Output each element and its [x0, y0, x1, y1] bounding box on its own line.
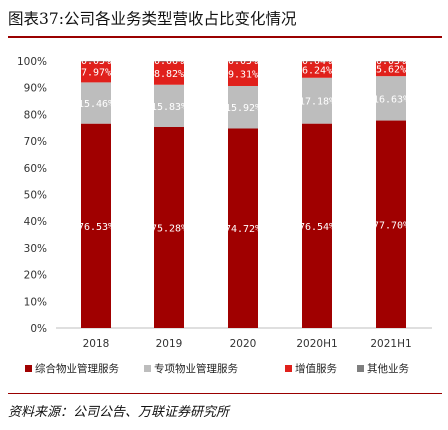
legend-swatch	[357, 365, 364, 372]
data-label: 0.03%	[376, 56, 406, 67]
x-tick-label: 2018	[83, 338, 110, 350]
data-label: 0.05%	[228, 56, 258, 67]
bar-segment	[376, 61, 406, 77]
data-label: 9.31%	[228, 70, 258, 81]
y-axis-ticks: 0% 10% 20% 30% 40% 50% 60% 70% 80% 90% 100%	[17, 56, 47, 335]
x-tick-label: 2019	[156, 338, 183, 350]
bar-segment	[81, 61, 111, 83]
bar-segment	[81, 60, 111, 62]
bar-segment	[376, 76, 406, 121]
y-tick-label: 0%	[30, 323, 47, 335]
data-label: 0.05%	[81, 56, 111, 67]
bar-segment	[154, 61, 184, 62]
data-label: 5.62%	[376, 65, 406, 76]
y-tick-label: 40%	[24, 216, 47, 228]
y-tick-label: 90%	[24, 83, 47, 95]
bar-segment	[154, 61, 184, 85]
data-label: 8.82%	[154, 69, 184, 80]
data-label: 74.72%	[225, 224, 261, 235]
y-tick-label: 80%	[24, 109, 47, 121]
bar-segment	[376, 120, 406, 328]
bars: 76.53%15.46%7.97%0.05%75.28%15.83%8.82%0…	[78, 56, 409, 328]
y-tick-label: 30%	[24, 243, 47, 255]
data-label: 15.92%	[225, 103, 261, 114]
legend-label: 专项物业管理服务	[154, 362, 238, 375]
x-tick-label: 2020	[230, 338, 257, 350]
data-label: 76.53%	[78, 222, 114, 233]
legend-swatch	[285, 365, 292, 372]
x-tick-label: 2021H1	[370, 338, 411, 350]
data-label: 17.18%	[299, 97, 335, 108]
bar-segment	[228, 128, 258, 328]
legend-label: 综合物业管理服务	[35, 362, 119, 375]
source-note: 资料来源：公司公告、万联证券研究所	[8, 405, 230, 420]
chart-title: 图表37:公司各业务类型营收占比变化情况	[8, 10, 297, 28]
bar-segment	[228, 61, 258, 62]
x-tick-label: 2020H1	[296, 338, 337, 350]
bar-segment	[302, 123, 332, 328]
data-label: 15.46%	[78, 99, 114, 110]
legend-swatch	[25, 365, 32, 372]
bar-segment	[376, 61, 406, 62]
stacked-bar-chart: 0% 10% 20% 30% 40% 50% 60% 70% 80% 90% 100% 76.53%…	[17, 56, 432, 375]
bar-segment	[302, 61, 332, 78]
data-label: 15.83%	[151, 102, 187, 113]
data-label: 77.70%	[373, 220, 409, 231]
bar-segment	[302, 61, 332, 62]
bar-segment	[81, 123, 111, 328]
y-tick-label: 20%	[24, 270, 47, 282]
y-tick-label: 100%	[17, 56, 47, 68]
y-tick-label: 50%	[24, 190, 47, 202]
legend-label: 其他业务	[367, 362, 409, 375]
bar-segment	[154, 127, 184, 328]
x-axis-ticks: 2018 2019 2020 2020H1 2021H1	[83, 338, 412, 350]
data-label: 0.04%	[302, 56, 332, 67]
data-label: 0.06%	[154, 56, 184, 67]
legend-swatch	[144, 365, 151, 372]
bar-segment	[154, 84, 184, 128]
data-label: 76.54%	[299, 222, 335, 233]
y-tick-label: 10%	[24, 296, 47, 308]
bar-segment	[81, 82, 111, 124]
bar-segment	[228, 85, 258, 129]
legend: 综合物业管理服务 专项物业管理服务 增值服务 其他业务	[25, 362, 409, 375]
title-rule	[8, 36, 442, 38]
bar-segment	[302, 77, 332, 124]
data-label: 7.97%	[81, 68, 111, 79]
data-label: 16.63%	[373, 94, 409, 105]
legend-label: 增值服务	[295, 362, 337, 375]
footer-rule	[8, 393, 442, 394]
y-tick-label: 70%	[24, 136, 47, 148]
bar-segment	[228, 61, 258, 86]
y-tick-label: 60%	[24, 163, 47, 175]
data-label: 75.28%	[151, 224, 187, 235]
data-label: 6.24%	[302, 65, 332, 76]
